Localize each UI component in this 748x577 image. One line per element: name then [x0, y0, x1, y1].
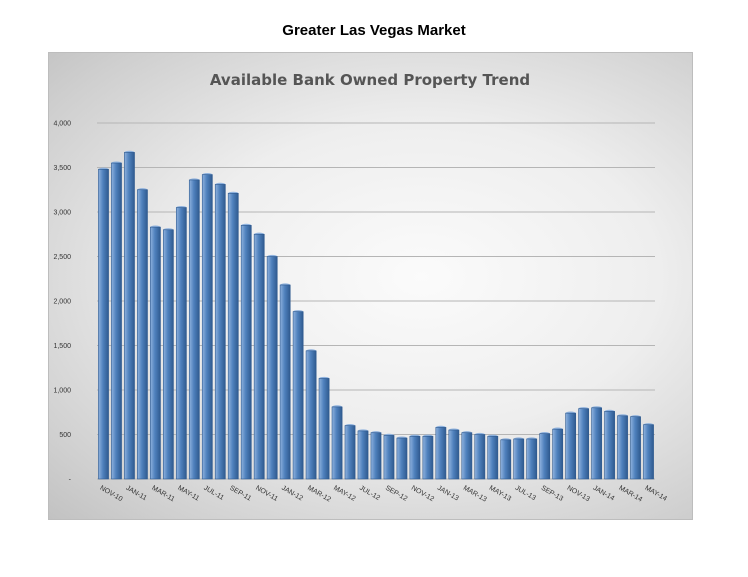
x-tick-label: NOV-11 — [254, 485, 279, 503]
x-tick-label: MAY-12 — [332, 485, 356, 503]
x-tick-label: JAN-14 — [592, 485, 616, 503]
y-tick-label: 4,000 — [53, 121, 71, 128]
y-tick-label: 500 — [59, 432, 71, 439]
bar-aug-11 — [214, 184, 226, 480]
bar-chart: Available Bank Owned Property Trend - 500… — [53, 71, 668, 504]
x-tick-label: SEP-11 — [228, 485, 252, 503]
bar-jul-12 — [357, 430, 369, 480]
bar-feb-12 — [292, 311, 304, 480]
x-tick-label: SEP-13 — [540, 485, 564, 503]
bar-mar-14 — [617, 415, 628, 480]
bar-jul-11 — [201, 174, 213, 480]
bar-jan-14 — [591, 407, 602, 480]
bar-apr-12 — [318, 378, 330, 480]
bar-apr-11 — [163, 229, 174, 480]
y-tick-label: 2,000 — [53, 299, 71, 306]
bar-jan-13 — [435, 427, 447, 480]
y-tick-label: 1,000 — [53, 388, 71, 395]
x-tick-label: MAR-14 — [618, 485, 644, 504]
bar-dec-10 — [111, 162, 122, 480]
bar-sep-13 — [539, 433, 551, 480]
bar-mar-11 — [150, 226, 161, 480]
bars — [98, 150, 654, 480]
bar-may-14 — [643, 424, 654, 480]
x-tick-label: JAN-13 — [436, 485, 460, 503]
bar-nov-11 — [253, 233, 265, 480]
y-tick-label: 3,500 — [53, 165, 71, 172]
bar-mar-13 — [461, 432, 473, 480]
bar-jan-12 — [279, 284, 291, 480]
bar-feb-11 — [137, 189, 148, 480]
bar-mar-12 — [305, 350, 317, 480]
chart-title: Available Bank Owned Property Trend — [210, 71, 530, 89]
bar-oct-13 — [552, 428, 564, 480]
x-axis-ticks: NOV-10 JAN-11 MAR-11 MAY-11 JUL-11 SEP-11 NOV-… — [98, 485, 668, 504]
x-tick-label: MAR-13 — [462, 485, 488, 504]
y-tick-label: - — [69, 477, 72, 484]
x-tick-label: MAR-11 — [150, 485, 175, 504]
bar-sep-12 — [383, 435, 395, 480]
bar-dec-12 — [422, 435, 434, 480]
x-tick-label: MAY-11 — [176, 485, 200, 503]
bar-apr-14 — [630, 416, 641, 480]
bar-jun-13 — [500, 439, 512, 480]
x-tick-label: NOV-12 — [410, 485, 435, 504]
x-tick-label: JUL-11 — [202, 485, 225, 502]
chart-panel: Available Bank Owned Property Trend - 500… — [48, 52, 693, 520]
x-tick-label: MAR-12 — [306, 485, 332, 504]
y-axis-ticks: - 500 1,000 1,500 2,000 2,500 3,000 3,500 4,000 — [53, 121, 71, 484]
bar-feb-13 — [448, 429, 460, 480]
x-tick-label: SEP-12 — [384, 485, 408, 503]
x-tick-label: MAY-14 — [644, 485, 668, 503]
x-tick-label: MAY-13 — [488, 485, 512, 503]
bar-nov-12 — [409, 435, 421, 480]
bar-oct-12 — [396, 437, 408, 480]
bar-apr-13 — [474, 434, 486, 480]
y-tick-label: 1,500 — [53, 343, 71, 350]
bar-nov-13 — [565, 412, 577, 480]
bar-jan-11 — [124, 152, 135, 480]
x-tick-label: NOV-10 — [98, 485, 123, 504]
bar-sep-11 — [227, 193, 239, 480]
y-tick-label: 2,500 — [53, 254, 71, 261]
bar-nov-10 — [98, 168, 109, 480]
bar-may-11 — [175, 207, 187, 480]
page-title: Greater Las Vegas Market — [282, 22, 466, 39]
x-tick-label: JUL-12 — [358, 485, 381, 502]
y-tick-label: 3,000 — [53, 210, 71, 217]
x-tick-label: JUL-13 — [514, 485, 537, 502]
x-tick-label: NOV-13 — [566, 485, 591, 504]
bar-feb-14 — [604, 411, 615, 480]
x-tick-label: JAN-11 — [124, 485, 147, 503]
bar-jul-13 — [513, 438, 525, 480]
bar-jun-12 — [344, 425, 356, 480]
bar-aug-12 — [370, 432, 382, 480]
bar-may-12 — [331, 406, 343, 480]
bar-aug-13 — [526, 438, 538, 480]
bar-dec-11 — [266, 256, 278, 480]
bar-may-13 — [487, 435, 499, 480]
bar-dec-13 — [578, 408, 589, 480]
bar-jun-11 — [188, 179, 200, 480]
x-tick-label: JAN-12 — [280, 485, 304, 503]
bar-oct-11 — [240, 225, 252, 480]
